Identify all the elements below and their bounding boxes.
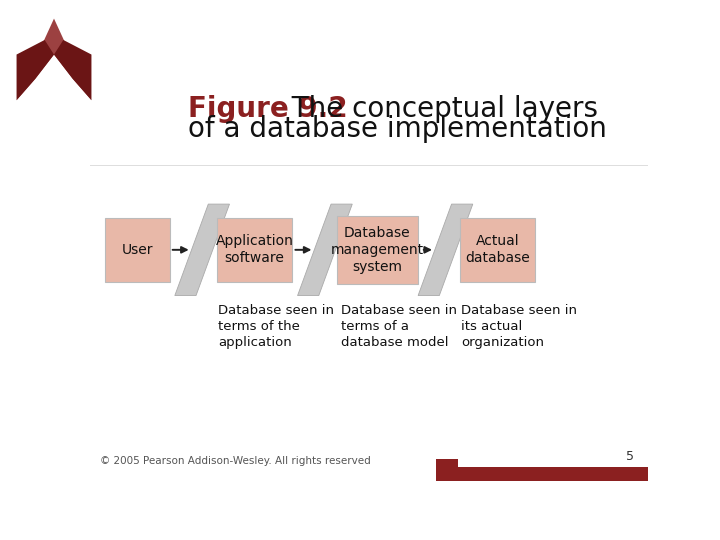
Text: of a database implementation: of a database implementation [188,115,606,143]
Text: Actual
database: Actual database [465,234,530,266]
Polygon shape [17,18,91,100]
Text: 5: 5 [626,450,634,463]
Bar [105,218,169,282]
Polygon shape [436,458,459,467]
Text: Figure 9.2: Figure 9.2 [188,95,347,123]
Text: Database seen in
terms of a
database model: Database seen in terms of a database mod… [341,304,457,349]
Polygon shape [175,204,230,295]
Text: Database seen in
terms of the
application: Database seen in terms of the applicatio… [218,304,334,349]
Polygon shape [418,204,473,295]
Bar [337,215,418,284]
Text: User: User [122,243,153,257]
Polygon shape [54,40,91,100]
Text: Application
software: Application software [216,234,294,266]
Text: Database
management
system: Database management system [330,226,424,274]
Polygon shape [297,204,352,295]
Bar [217,218,292,282]
Text: Database seen in
its actual
organization: Database seen in its actual organization [461,304,577,349]
Polygon shape [17,40,54,100]
Text: The conceptual layers: The conceptual layers [274,95,598,123]
Text: © 2005 Pearson Addison-Wesley. All rights reserved: © 2005 Pearson Addison-Wesley. All right… [100,456,371,465]
Bar [436,467,648,481]
Bar [459,218,535,282]
